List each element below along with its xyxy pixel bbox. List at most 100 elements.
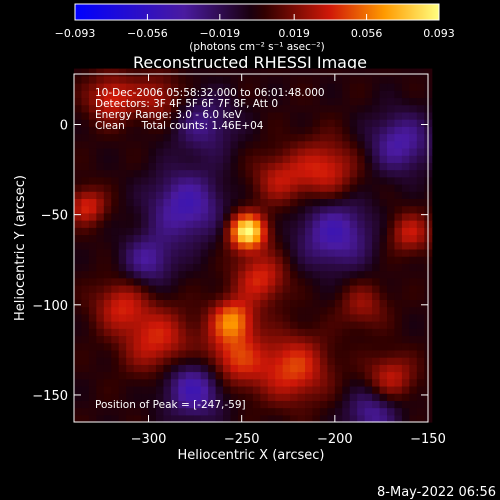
heatmap-cell <box>96 321 105 329</box>
heatmap-cell <box>163 256 172 264</box>
heatmap-cell <box>275 75 284 84</box>
heatmap-cell <box>170 385 179 394</box>
heatmap-cell <box>118 328 127 337</box>
heatmap-cell <box>327 393 336 401</box>
heatmap-cell <box>96 378 105 387</box>
heatmap-cell <box>275 111 284 120</box>
heatmap-cell <box>103 292 112 300</box>
heatmap-cell <box>297 227 306 236</box>
heatmap-cell <box>342 111 351 120</box>
heatmap-cell <box>282 162 291 171</box>
heatmap-cell <box>96 97 105 106</box>
heatmap-cell <box>81 407 90 416</box>
heatmap-cell <box>103 220 112 228</box>
heatmap-cell <box>81 97 90 106</box>
heatmap-cell <box>178 378 187 387</box>
heatmap-cell <box>81 83 90 91</box>
heatmap-cell <box>74 119 83 127</box>
heatmap-cell <box>245 357 254 365</box>
heatmap-cell <box>163 97 172 106</box>
heatmap-cell <box>185 335 194 344</box>
heatmap-cell <box>305 198 314 207</box>
heatmap-cell <box>401 198 410 207</box>
heatmap-cell <box>260 97 269 106</box>
heatmap-cell <box>170 256 179 264</box>
heatmap-cell <box>290 349 299 358</box>
heatmap-cell <box>275 357 284 365</box>
heatmap-cell <box>319 385 328 394</box>
heatmap-cell <box>282 364 291 373</box>
heatmap-cell <box>357 357 366 365</box>
heatmap-cell <box>394 270 403 279</box>
heatmap-cell <box>155 83 165 91</box>
y-tick-label: −150 <box>32 389 68 404</box>
heatmap-cell <box>193 205 202 214</box>
heatmap-cell <box>409 263 418 272</box>
heatmap-cell <box>349 97 358 106</box>
heatmap-cell <box>334 220 343 228</box>
heatmap-cell <box>74 126 83 135</box>
heatmap-cell <box>260 147 269 156</box>
heatmap-cell <box>401 270 410 279</box>
heatmap-cell <box>185 111 194 120</box>
heatmap-cell <box>401 191 410 200</box>
heatmap-cell <box>193 111 202 120</box>
heatmap-cell <box>133 205 142 214</box>
heatmap-cell <box>275 220 284 228</box>
heatmap-cell <box>260 256 269 264</box>
heatmap-cell <box>133 414 142 423</box>
heatmap-cell <box>111 335 120 344</box>
heatmap-cell <box>342 342 351 351</box>
heatmap-cell <box>148 83 157 91</box>
heatmap-cell <box>111 284 120 293</box>
heatmap-cell <box>364 90 373 99</box>
x-tick-label: −250 <box>224 432 260 447</box>
heatmap-cell <box>118 313 127 322</box>
heatmap-cell <box>349 349 358 358</box>
heatmap-cell <box>193 306 202 315</box>
heatmap-cell <box>394 97 403 106</box>
heatmap-cell <box>185 198 194 207</box>
heatmap-cell <box>379 191 388 200</box>
heatmap-cell <box>409 270 418 279</box>
heatmap-cell <box>193 371 202 380</box>
heatmap-cell <box>372 227 381 236</box>
heatmap-cell <box>282 111 291 120</box>
heatmap-cell <box>319 162 328 171</box>
heatmap-cell <box>178 335 187 344</box>
heatmap-cell <box>141 111 150 120</box>
heatmap-cell <box>387 220 396 228</box>
heatmap-cell <box>170 212 179 221</box>
heatmap-cell <box>267 378 276 387</box>
heatmap-cell <box>148 306 157 315</box>
heatmap-cell <box>96 191 105 200</box>
heatmap-cell <box>401 111 410 120</box>
heatmap-cell <box>230 205 239 214</box>
heatmap-cell <box>170 263 179 272</box>
heatmap-cell <box>372 212 381 221</box>
heatmap-cell <box>372 284 381 293</box>
heatmap-cell <box>74 371 83 380</box>
heatmap-cell <box>394 104 403 113</box>
heatmap-cell <box>88 407 97 416</box>
heatmap-cell <box>200 176 209 185</box>
heatmap-cell <box>416 263 425 272</box>
heatmap-cell <box>416 277 425 286</box>
heatmap-cell <box>409 321 418 329</box>
heatmap-cell <box>208 234 217 243</box>
heatmap-cell <box>141 212 150 221</box>
heatmap-cell <box>387 270 396 279</box>
heatmap-cell <box>148 414 157 423</box>
heatmap-cell <box>88 198 97 207</box>
heatmap-cell <box>208 111 217 120</box>
heatmap-cell <box>126 169 135 178</box>
heatmap-cell <box>297 176 306 185</box>
heatmap-cell <box>394 371 403 380</box>
heatmap-cell <box>275 119 284 127</box>
heatmap-cell <box>200 306 209 315</box>
heatmap-cell <box>282 104 291 113</box>
heatmap-cell <box>163 191 172 200</box>
heatmap-cell <box>215 111 224 120</box>
heatmap-cell <box>208 342 217 351</box>
heatmap-cell <box>252 147 261 156</box>
